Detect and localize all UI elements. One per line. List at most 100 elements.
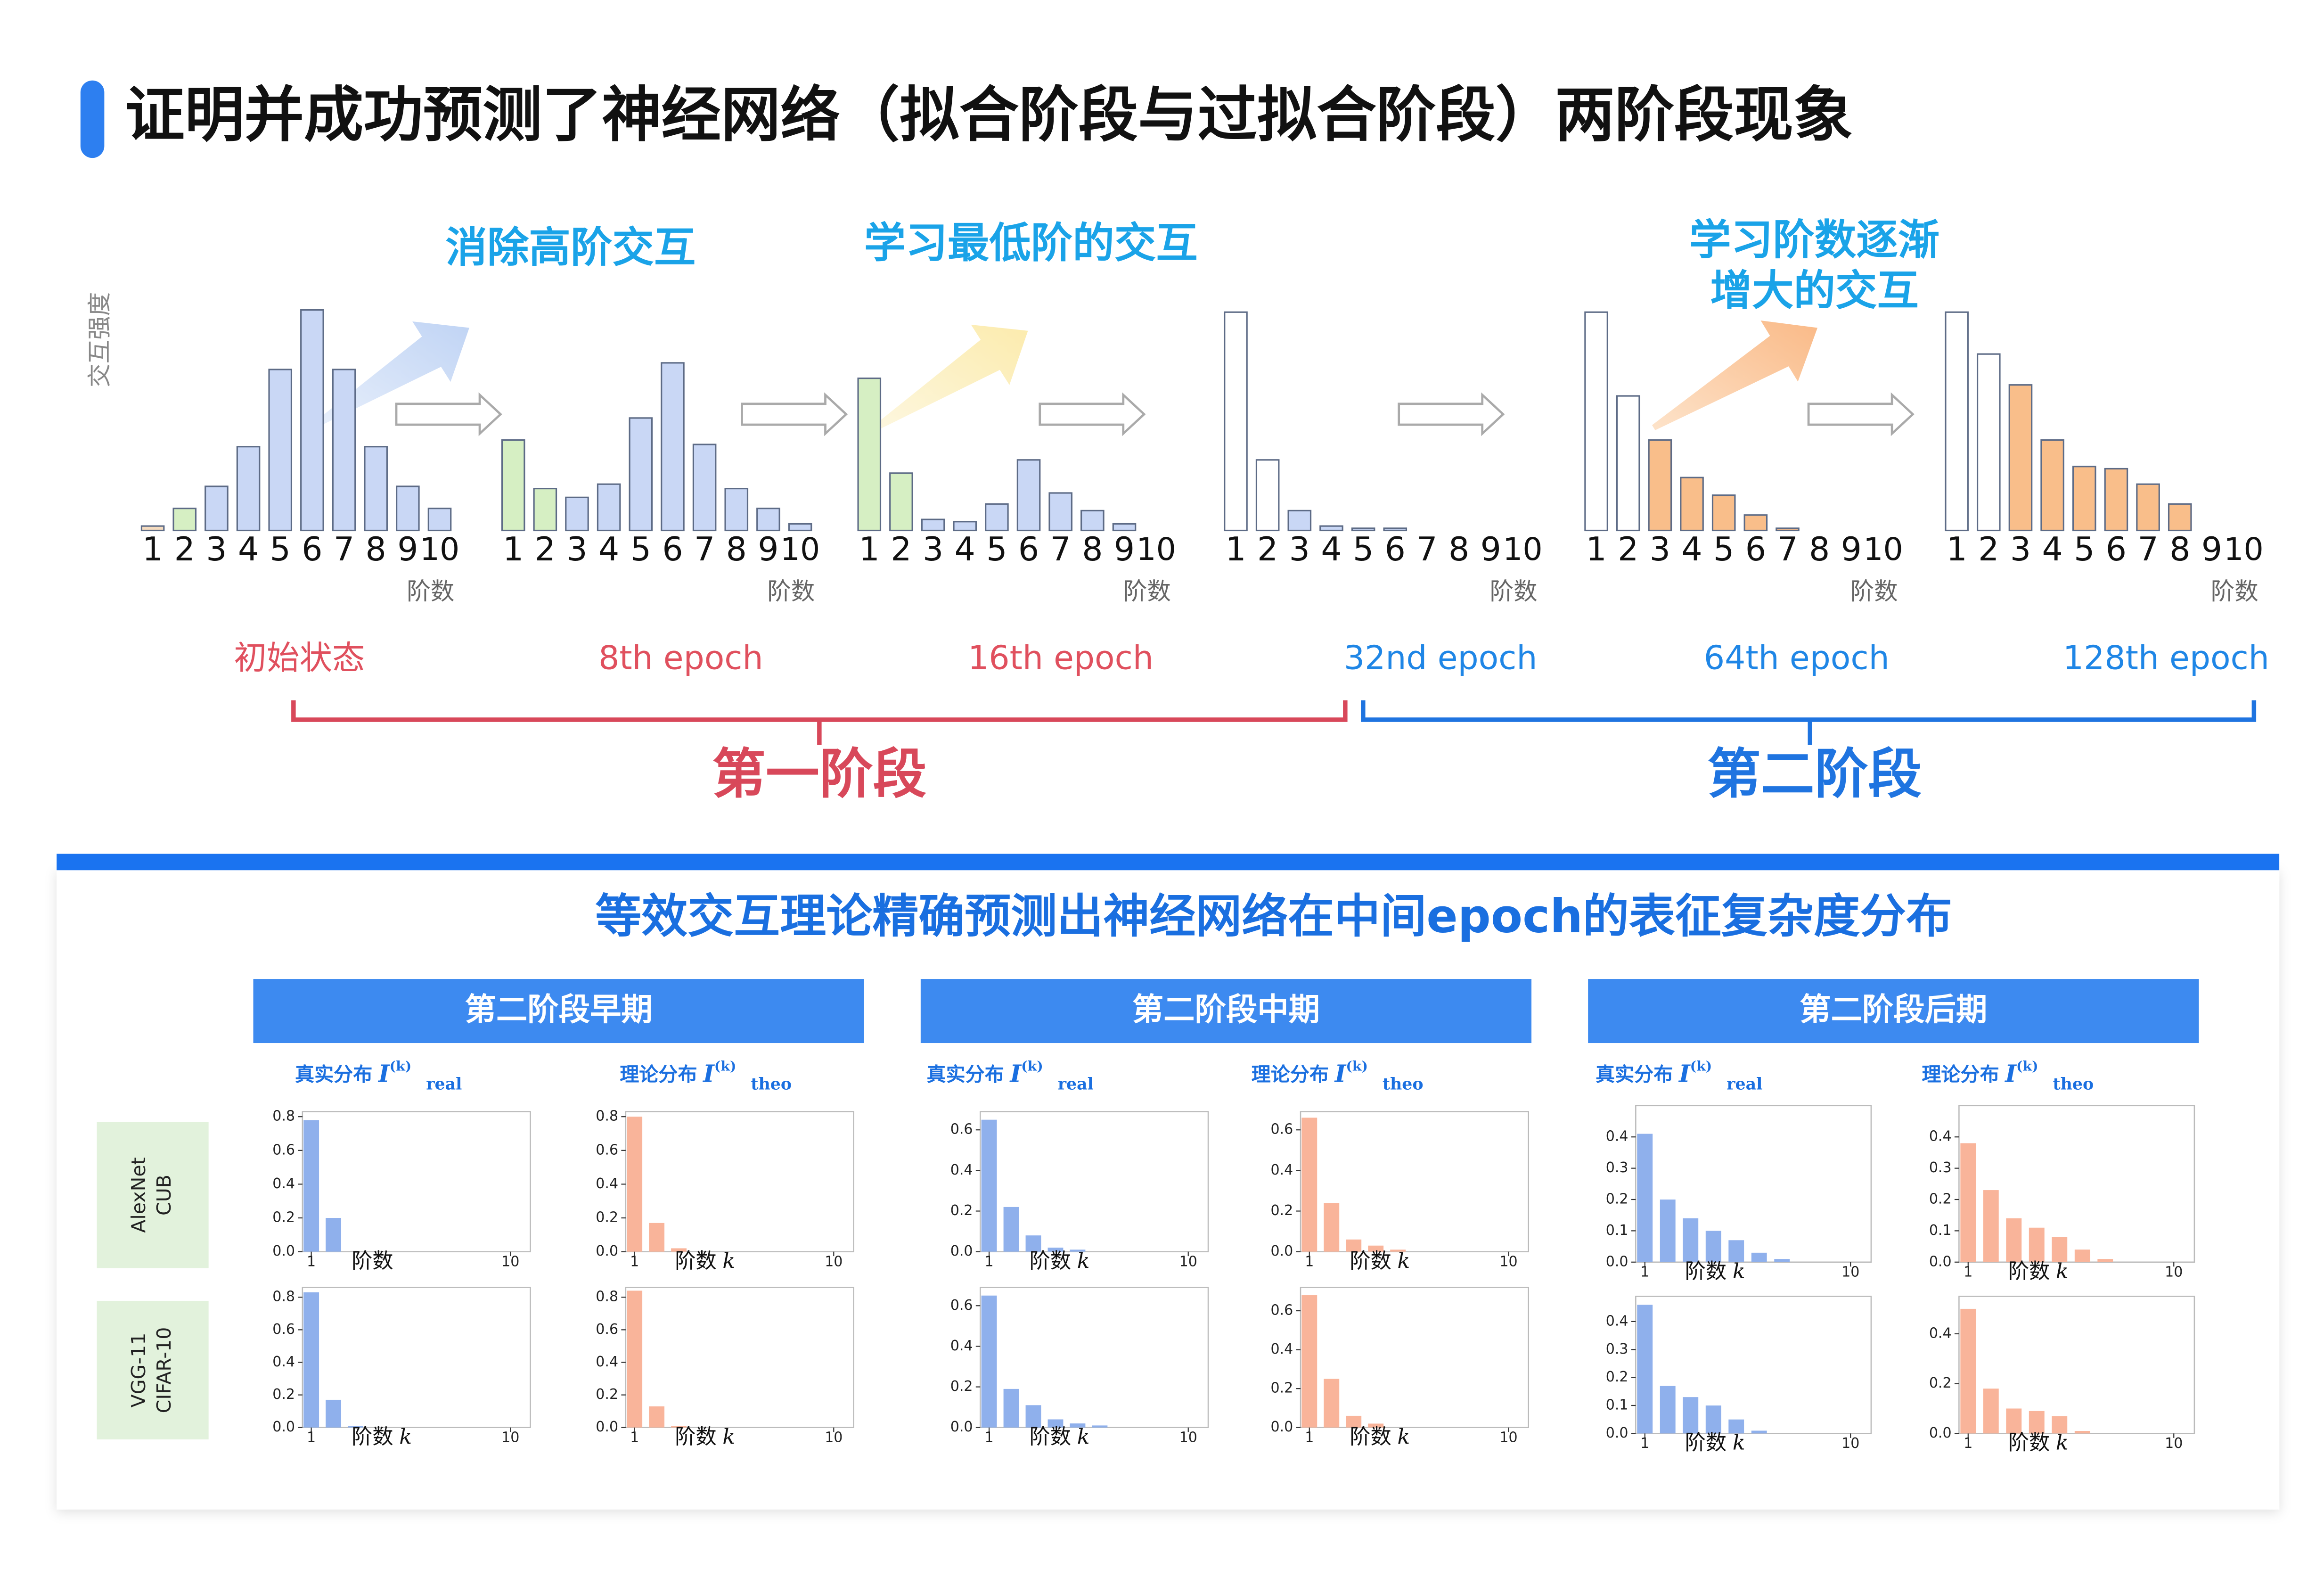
bar: [1324, 1379, 1340, 1428]
x-tick-label: 3: [2010, 530, 2031, 568]
x-axis-label-var: k: [1398, 1249, 1410, 1273]
x-tick-label: 7: [1416, 530, 1437, 568]
bar: [1776, 527, 1800, 532]
y-tick-label: 0.6: [950, 1121, 973, 1138]
x-tick-label: 10: [501, 1429, 519, 1446]
bar: [1319, 525, 1343, 532]
y-tick-label: 0.4: [950, 1338, 973, 1354]
bar: [236, 446, 261, 532]
bar: [326, 1399, 342, 1428]
x-axis-label-var: k: [1077, 1249, 1090, 1273]
chart-caption: 64th epoch: [1704, 639, 1890, 677]
bar: [1070, 1249, 1086, 1252]
bar: [2006, 1408, 2022, 1434]
bar: [2029, 1411, 2045, 1434]
bar: [1025, 1235, 1041, 1252]
chart-title-symbol: I: [2004, 1060, 2017, 1088]
y-tick-label: 0.2: [596, 1209, 618, 1226]
x-axis-label: 阶数: [1850, 577, 1898, 605]
title-accent: [80, 80, 105, 158]
y-tick-label: 0.4: [950, 1162, 973, 1178]
y-tick-label: 0.6: [596, 1321, 618, 1338]
chart-title-subscript: theo: [1383, 1074, 1424, 1093]
x-tick-label: 1: [1640, 1264, 1649, 1280]
chart-title: 真实分布 I(k) real: [1596, 1058, 1762, 1093]
column-header: [920, 979, 1532, 1044]
x-tick-label: 5: [1353, 530, 1374, 568]
x-tick-label: 10: [1841, 1264, 1859, 1280]
bar: [671, 1248, 687, 1252]
y-tick-label: 0.4: [272, 1354, 295, 1370]
x-tick-label: 6: [2106, 530, 2127, 568]
y-tick-label: 0.8: [272, 1108, 295, 1125]
bar: [1301, 1295, 1317, 1428]
x-tick-label: 9: [1841, 530, 1862, 568]
x-tick-label: 1: [1305, 1429, 1314, 1446]
chart-title-superscript: (k): [390, 1058, 412, 1074]
x-axis-label: 阶数 k: [675, 1249, 735, 1273]
bar: [649, 1406, 665, 1428]
y-tick-label: 0.4: [272, 1175, 295, 1192]
chart-title-symbol: I: [1678, 1060, 1691, 1088]
annotation: 学习阶数逐渐: [1689, 216, 1939, 264]
bar: [1255, 459, 1280, 532]
column-header-text: 第二阶段后期: [1800, 991, 1987, 1028]
y-tick-label: 0.0: [596, 1419, 618, 1435]
chart-caption: 16th epoch: [968, 639, 1154, 677]
x-tick-label: 8: [2169, 530, 2190, 568]
bar: [692, 444, 717, 532]
phase-bracket: [291, 700, 1348, 745]
bar: [1346, 1239, 1362, 1252]
y-tick-label: 0.6: [596, 1142, 618, 1158]
x-tick-label: 6: [1018, 530, 1039, 568]
chart-title: 理论分布 I(k) theo: [1252, 1058, 1424, 1093]
x-tick-label: 1: [1964, 1264, 1972, 1280]
x-tick-label: 10: [1499, 1253, 1517, 1270]
bar: [1070, 1423, 1086, 1428]
x-axis-label-var: k: [722, 1424, 735, 1448]
x-tick-label: 3: [1650, 530, 1670, 568]
x-tick-label: 9: [2201, 530, 2222, 568]
bar: [1774, 1259, 1790, 1262]
x-axis-label: 阶数 k: [2008, 1259, 2069, 1283]
bar: [268, 369, 293, 532]
flow-arrow: [1807, 392, 1915, 436]
x-tick-label: 1: [1947, 530, 1967, 568]
annotation: 消除高阶交互: [445, 223, 696, 272]
bar: [1368, 1245, 1384, 1252]
x-tick-label: 7: [334, 530, 354, 568]
x-axis-label: 阶数 k: [1030, 1249, 1090, 1273]
bar: [1637, 1305, 1653, 1434]
x-tick-label: 5: [270, 530, 291, 568]
bar: [364, 446, 388, 532]
bar: [1660, 1199, 1676, 1262]
x-tick-label: 3: [566, 530, 587, 568]
x-tick-label: 10: [1503, 531, 1542, 567]
chart-title-superscript: (k): [1021, 1058, 1043, 1074]
y-tick-label: 0.2: [1929, 1375, 1952, 1391]
bar: [1683, 1397, 1699, 1434]
x-tick-label: 3: [1289, 530, 1310, 568]
bar: [1351, 527, 1375, 532]
bar: [671, 1426, 687, 1428]
x-tick-label: 9: [1114, 530, 1135, 568]
column-header: [1588, 979, 2199, 1044]
chart-caption: 128th epoch: [2063, 639, 2269, 677]
y-tick-label: 0.6: [1270, 1121, 1293, 1138]
y-tick-label: 0.6: [272, 1321, 295, 1338]
bar: [756, 508, 780, 532]
row-label: CUB: [153, 1175, 175, 1216]
y-tick-label: 0.8: [272, 1289, 295, 1305]
bar: [724, 488, 749, 532]
x-axis-label: 阶数 k: [1350, 1249, 1410, 1273]
bar: [1390, 1249, 1406, 1252]
bar: [1287, 510, 1312, 532]
y-tick-label: 0.0: [1606, 1425, 1628, 1441]
x-tick-label: 8: [1809, 530, 1830, 568]
y-tick-label: 0.0: [1606, 1253, 1628, 1270]
divider: [57, 854, 2280, 871]
x-axis-label-text: 阶数: [675, 1425, 717, 1449]
bar: [2052, 1237, 2068, 1262]
y-tick-label: 0.6: [1270, 1302, 1293, 1319]
y-tick-label: 0.0: [1929, 1253, 1952, 1270]
